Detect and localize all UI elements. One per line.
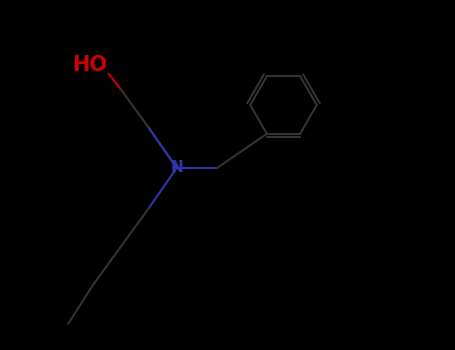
Text: HO: HO (72, 55, 107, 75)
Text: N: N (170, 161, 183, 175)
